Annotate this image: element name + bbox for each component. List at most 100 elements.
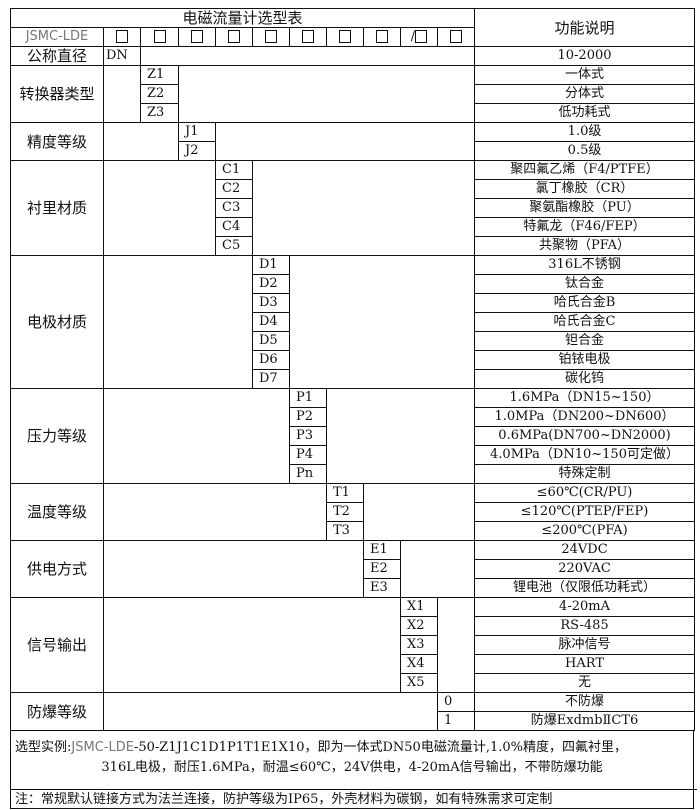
selection-table: 电磁流量计选型表 功能说明 JSMC-LDE / 公称直径 DN 10-2000… xyxy=(9,8,696,731)
option-row: Pn 特殊定制 xyxy=(11,464,696,484)
section-label: 压力等级 xyxy=(10,388,104,484)
option-row: 衬里材质 C1 聚四氟乙烯（F4/PTFE） xyxy=(10,160,696,256)
option-desc: 一体式 xyxy=(474,65,696,85)
option-code: D4 xyxy=(252,312,290,332)
option-row: 信号输出 X1 4-20mA xyxy=(10,597,696,693)
blank-cell xyxy=(399,540,476,598)
option-desc: 4-20mA xyxy=(474,597,696,617)
section-label: 信号输出 xyxy=(10,597,104,693)
model-slot xyxy=(436,27,476,47)
blank-cell xyxy=(103,540,364,598)
option-row: C3 聚氨酯橡胶（PU） xyxy=(11,198,696,218)
blank-cell xyxy=(103,692,438,731)
option-code: E1 xyxy=(363,540,401,560)
option-row: D7 碳化钨 xyxy=(11,369,696,389)
option-desc: ≤60℃(CR/PU) xyxy=(474,483,696,503)
diameter-row: 公称直径 DN 10-2000 xyxy=(10,46,696,66)
option-code: D5 xyxy=(252,331,290,351)
option-row: P4 4.0MPa（DN10~150可定做） xyxy=(11,445,696,465)
model-slot xyxy=(103,27,141,47)
empty-box-icon xyxy=(450,30,462,43)
blank-cell xyxy=(214,122,476,161)
diameter-code: DN xyxy=(103,46,141,66)
option-desc: 防爆ExdmbⅡCT6 xyxy=(474,711,696,731)
option-desc: 316L不锈钢 xyxy=(474,255,696,275)
option-code: P2 xyxy=(289,407,327,427)
option-code: D7 xyxy=(252,369,290,389)
option-code: J2 xyxy=(178,141,216,161)
empty-box-icon xyxy=(265,30,277,43)
option-row: 电极材质 D1 316L不锈钢 xyxy=(10,255,696,389)
model-slot xyxy=(178,27,216,47)
option-code: X3 xyxy=(400,635,438,655)
section-label: 衬里材质 xyxy=(10,160,104,256)
title-row: 电磁流量计选型表 功能说明 xyxy=(9,8,696,47)
option-code: C1 xyxy=(215,160,253,180)
model-slot xyxy=(326,27,364,47)
option-desc: 0.5级 xyxy=(474,141,696,161)
option-desc: 共聚物（PFA） xyxy=(474,236,696,256)
section-label: 防爆等级 xyxy=(10,692,104,731)
option-code: T1 xyxy=(326,483,364,503)
option-desc: 碳化钨 xyxy=(474,369,696,389)
blank-cell xyxy=(288,255,476,389)
option-code: D1 xyxy=(252,255,290,275)
option-desc: 低功耗式 xyxy=(474,103,696,123)
option-desc: 特氟龙（F46/FEP） xyxy=(474,217,696,237)
option-code: T2 xyxy=(326,502,364,522)
blank-cell xyxy=(436,597,476,693)
option-desc: 220VAC xyxy=(474,559,696,579)
model-prefix: JSMC-LDE xyxy=(10,27,104,47)
option-code: E3 xyxy=(363,578,401,598)
option-code: Z3 xyxy=(140,103,179,123)
section-label: 温度等级 xyxy=(10,483,104,541)
example-code: JSMC-LDE xyxy=(71,740,134,755)
option-desc: HART xyxy=(474,654,696,674)
option-desc: 不防爆 xyxy=(474,692,696,712)
blank-cell xyxy=(103,122,179,161)
option-code: J1 xyxy=(178,122,216,142)
model-slot xyxy=(289,27,327,47)
option-code: D6 xyxy=(252,350,290,370)
blank-cell xyxy=(325,388,476,484)
option-code: Pn xyxy=(289,464,327,484)
option-code: X5 xyxy=(400,673,438,693)
model-slot xyxy=(215,27,253,47)
slash: / xyxy=(410,29,416,44)
section-label: 精度等级 xyxy=(10,122,104,161)
option-row: E2 220VAC xyxy=(11,559,696,579)
blank-cell xyxy=(251,160,476,256)
option-code: X4 xyxy=(400,654,438,674)
option-code: P1 xyxy=(289,388,327,408)
option-code: C5 xyxy=(215,236,253,256)
option-desc: 无 xyxy=(474,673,696,693)
empty-box-icon xyxy=(302,30,314,43)
option-code: 0 xyxy=(436,692,476,712)
section-label: 电极材质 xyxy=(10,255,104,389)
option-desc: 聚四氟乙烯（F4/PTFE） xyxy=(474,160,696,180)
option-code: C3 xyxy=(215,198,253,218)
option-row: 温度等级 T1 ≤60℃(CR/PU) xyxy=(10,483,696,541)
option-code: Z2 xyxy=(140,84,179,104)
option-code: E2 xyxy=(363,559,401,579)
option-code: P4 xyxy=(289,445,327,465)
option-desc: 1.0MPa（DN200~DN600） xyxy=(474,407,696,427)
option-desc: 特殊定制 xyxy=(474,464,696,484)
option-code: 1 xyxy=(436,711,476,731)
blank-cell xyxy=(103,597,401,693)
option-desc: 铂铱电极 xyxy=(474,350,696,370)
option-desc: 氯丁橡胶（CR） xyxy=(474,179,696,199)
empty-box-icon xyxy=(116,30,128,43)
option-desc: 锂电池（仅限低功耗式） xyxy=(474,578,696,598)
option-row: 转换器类型 Z1 一体式 xyxy=(10,65,696,123)
example-line1: -50-Z1J1C1D1P1T1E1X10，即为一体式DN50电磁流量计,1.0… xyxy=(133,740,627,755)
option-desc: ≤120℃(PTEP/FEP) xyxy=(474,502,696,522)
option-code: Z1 xyxy=(140,65,179,85)
option-row: T3 ≤200℃(PFA) xyxy=(11,521,696,541)
diameter-label: 公称直径 xyxy=(10,46,104,66)
note: 注：常规默认链接方式为法兰连接，防护等级为IP65，外壳材料为碳钢，如有特殊需求… xyxy=(11,789,697,809)
option-code: C4 xyxy=(215,217,253,237)
empty-box-icon xyxy=(153,30,166,43)
empty-box-icon xyxy=(191,30,203,43)
footer: 选型实例:JSMC-LDE-50-Z1J1C1D1P1T1E1X10，即为一体式… xyxy=(10,730,697,809)
